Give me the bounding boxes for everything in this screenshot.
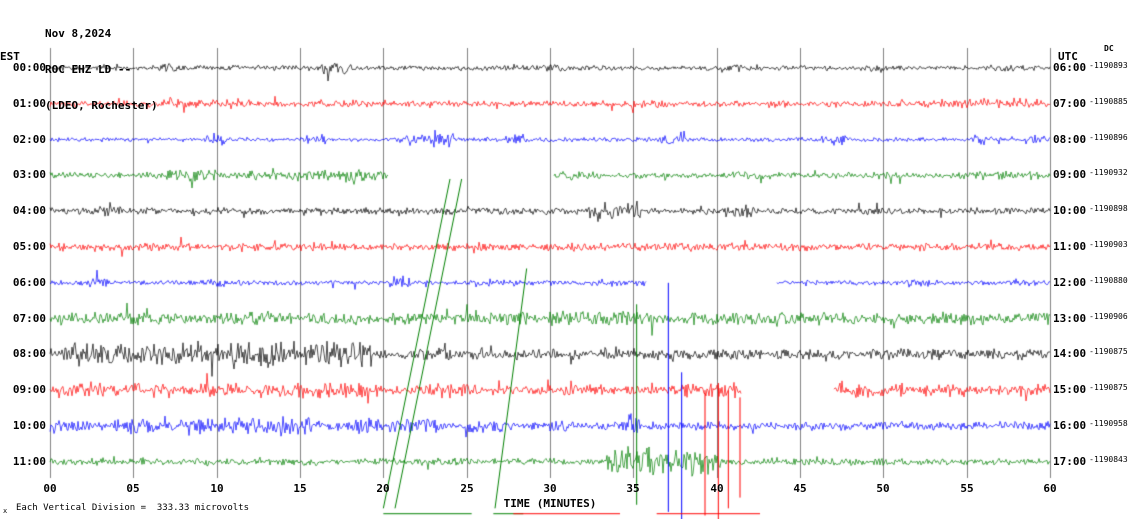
dc-value: -1190898 xyxy=(1089,204,1128,213)
utc-time: 11:00 xyxy=(1053,240,1087,253)
row-label-est: 00:00 xyxy=(12,61,46,74)
row-label-utc: 13:00 -1190906 xyxy=(1053,312,1128,325)
x-tick-label: 25 xyxy=(460,482,474,495)
x-tick-label: 60 xyxy=(1043,482,1057,495)
header-date: Nov 8,2024 xyxy=(45,27,112,40)
header-location: (LDEO, Rochester) xyxy=(45,99,158,112)
dc-value: -1190875 xyxy=(1089,383,1128,392)
dc-value: -1190893 xyxy=(1089,61,1128,70)
dc-value: -1190958 xyxy=(1089,419,1128,428)
utc-time: 13:00 xyxy=(1053,312,1087,325)
dc-value: -1190880 xyxy=(1089,276,1128,285)
utc-time: 12:00 xyxy=(1053,276,1087,289)
dc-value: -1190885 xyxy=(1089,97,1128,106)
right-timezone-label: UTC xyxy=(1058,50,1078,63)
x-tick-label: 05 xyxy=(126,482,140,495)
row-label-est: 05:00 xyxy=(12,240,46,253)
x-tick-label: 00 xyxy=(43,482,57,495)
dc-label: DC xyxy=(1104,44,1114,53)
dc-value: -1190906 xyxy=(1089,312,1128,321)
x-tick-label: 30 xyxy=(543,482,557,495)
row-label-utc: 11:00 -1190903 xyxy=(1053,240,1128,253)
row-label-utc: 06:00 -1190893 xyxy=(1053,61,1128,74)
header-block: Nov 8,2024 ROC EHZ LD -- (LDEO, Rocheste… xyxy=(45,4,158,136)
row-label-est: 03:00 xyxy=(12,168,46,181)
x-tick-label: 15 xyxy=(293,482,307,495)
dc-value: -1190932 xyxy=(1089,168,1128,177)
row-label-est: 09:00 xyxy=(12,383,46,396)
header-station: ROC EHZ LD -- xyxy=(45,63,132,76)
utc-time: 17:00 xyxy=(1053,455,1087,468)
row-label-est: 04:00 xyxy=(12,204,46,217)
x-tick-label: 50 xyxy=(876,482,890,495)
dc-value: -1190896 xyxy=(1089,133,1128,142)
row-label-est: 01:00 xyxy=(12,97,46,110)
dc-value: -1190903 xyxy=(1089,240,1128,249)
x-tick-label: 20 xyxy=(376,482,390,495)
x-tick-label: 10 xyxy=(210,482,224,495)
row-label-utc: 09:00 -1190932 xyxy=(1053,168,1128,181)
utc-time: 06:00 xyxy=(1053,61,1087,74)
utc-time: 10:00 xyxy=(1053,204,1087,217)
row-label-est: 10:00 xyxy=(12,419,46,432)
x-axis-title: TIME (MINUTES) xyxy=(503,497,597,510)
row-label-est: 08:00 xyxy=(12,347,46,360)
row-label-utc: 15:00 -1190875 xyxy=(1053,383,1128,396)
row-label-utc: 10:00 -1190898 xyxy=(1053,204,1128,217)
row-label-utc: 12:00 -1190880 xyxy=(1053,276,1128,289)
dc-value: -1190843 xyxy=(1089,455,1128,464)
row-label-est: 07:00 xyxy=(12,312,46,325)
x-tick-label: 45 xyxy=(793,482,807,495)
row-label-utc: 17:00 -1190843 xyxy=(1053,455,1128,468)
row-label-est: 06:00 xyxy=(12,276,46,289)
row-label-est: 11:00 xyxy=(12,455,46,468)
scale-note: Each Vertical Division = 333.33 microvol… xyxy=(16,503,249,513)
utc-time: 14:00 xyxy=(1053,347,1087,360)
utc-time: 09:00 xyxy=(1053,168,1087,181)
x-tick-label: 55 xyxy=(960,482,974,495)
footer-tiny-prefix: x xyxy=(3,507,8,515)
utc-time: 08:00 xyxy=(1053,133,1087,146)
utc-time: 07:00 xyxy=(1053,97,1087,110)
dc-value: -1190875 xyxy=(1089,347,1128,356)
row-label-utc: 14:00 -1190875 xyxy=(1053,347,1128,360)
row-label-utc: 08:00 -1190896 xyxy=(1053,133,1128,146)
utc-time: 15:00 xyxy=(1053,383,1087,396)
row-label-utc: 16:00 -1190958 xyxy=(1053,419,1128,432)
row-label-utc: 07:00 -1190885 xyxy=(1053,97,1128,110)
row-label-est: 02:00 xyxy=(12,133,46,146)
left-timezone-label: EST xyxy=(0,50,20,63)
x-tick-label: 35 xyxy=(626,482,640,495)
utc-time: 16:00 xyxy=(1053,419,1087,432)
x-tick-label: 40 xyxy=(710,482,724,495)
